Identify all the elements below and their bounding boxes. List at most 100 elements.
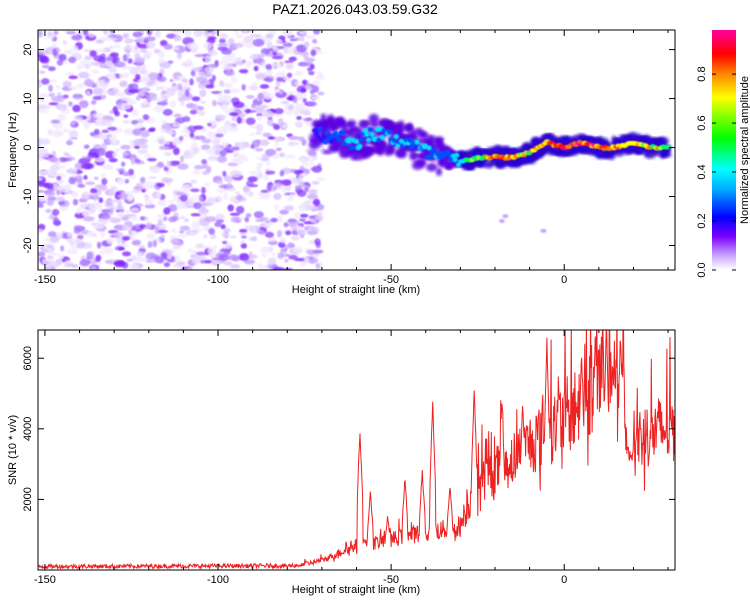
noise-blob — [121, 161, 126, 167]
signal-blob — [502, 214, 509, 219]
noise-blob — [96, 148, 106, 157]
noise-blob — [259, 217, 269, 221]
snr-x-label: Height of straight line (km) — [292, 584, 420, 596]
signal-core — [386, 129, 392, 135]
noise-blob — [74, 162, 85, 171]
noise-blob — [76, 83, 85, 89]
noise-blob — [270, 217, 278, 223]
noise-blob — [58, 200, 66, 206]
noise-blob — [133, 185, 144, 191]
noise-blob — [272, 185, 277, 191]
signal-core — [340, 130, 346, 136]
noise-blob — [240, 243, 248, 249]
noise-blob — [81, 162, 93, 170]
noise-blob — [156, 76, 167, 83]
spectrogram-x-label: Height of straight line (km) — [292, 284, 420, 296]
noise-blob — [100, 221, 109, 225]
noise-blob — [180, 194, 188, 202]
noise-blob — [309, 89, 315, 95]
noise-blob — [161, 90, 166, 95]
noise-blob — [284, 110, 294, 116]
noise-blob — [56, 113, 67, 122]
noise-blob — [168, 199, 174, 204]
noise-blob — [44, 35, 56, 40]
noise-blob — [292, 246, 304, 254]
noise-blob — [59, 206, 69, 212]
noise-blob — [255, 123, 264, 132]
noise-blob — [287, 136, 300, 140]
noise-blob — [92, 192, 99, 201]
noise-blob — [246, 180, 254, 187]
noise-blob — [40, 245, 51, 253]
noise-blob — [211, 74, 216, 82]
noise-blob — [146, 81, 153, 86]
noise-blob — [306, 249, 315, 255]
noise-blob — [198, 71, 207, 77]
noise-blob — [92, 95, 102, 101]
noise-blob — [163, 43, 173, 50]
noise-blob — [134, 124, 144, 129]
noise-blob — [249, 132, 256, 136]
noise-blob — [152, 240, 158, 248]
noise-blob — [194, 170, 201, 175]
noise-blob — [145, 50, 153, 57]
signal-core — [315, 134, 322, 140]
noise-blob — [245, 61, 252, 68]
spectrogram-y-ticks: -20 -10 0 10 20 — [22, 43, 675, 253]
noise-blob — [253, 65, 259, 72]
spectrogram-noise-region — [38, 30, 325, 270]
noise-blob — [95, 79, 106, 88]
noise-blob — [214, 149, 222, 156]
noise-blob — [177, 83, 183, 91]
noise-blob — [103, 30, 108, 35]
noise-blob — [195, 76, 208, 84]
noise-blob — [38, 70, 46, 74]
noise-blob — [266, 184, 272, 192]
signal-halo — [397, 120, 405, 129]
noise-blob — [163, 207, 171, 215]
noise-blob — [130, 157, 136, 166]
signal-core — [440, 154, 446, 160]
noise-blob — [48, 260, 59, 269]
noise-blob — [78, 71, 90, 79]
noise-blob — [173, 263, 185, 268]
noise-blob — [122, 171, 131, 177]
noise-blob — [255, 130, 262, 136]
noise-blob — [139, 69, 148, 75]
noise-blob — [104, 150, 116, 159]
noise-blob — [147, 240, 153, 248]
noise-blob — [151, 97, 157, 101]
noise-blob — [105, 121, 112, 127]
noise-blob — [68, 101, 73, 107]
noise-blob — [147, 72, 160, 81]
noise-blob — [311, 96, 321, 100]
noise-blob — [173, 113, 182, 118]
noise-blob — [50, 119, 61, 124]
noise-blob — [144, 36, 156, 42]
noise-blob — [219, 149, 227, 157]
noise-blob — [204, 182, 210, 187]
noise-blob — [79, 258, 91, 267]
noise-blob — [131, 234, 136, 242]
noise-blob — [215, 114, 227, 118]
noise-blob — [182, 84, 188, 91]
noise-blob — [52, 183, 58, 189]
noise-blob — [117, 210, 125, 219]
noise-blob — [162, 108, 173, 116]
noise-blob — [221, 48, 232, 55]
noise-blob — [42, 261, 50, 265]
noise-blob — [193, 125, 204, 130]
noise-blob — [177, 163, 189, 170]
noise-blob — [156, 182, 165, 188]
noise-blob — [207, 155, 218, 161]
noise-blob — [142, 75, 150, 83]
noise-blob — [190, 179, 198, 184]
noise-blob — [207, 36, 217, 40]
noise-blob — [126, 258, 133, 262]
noise-blob — [93, 176, 99, 180]
noise-blob — [191, 141, 198, 150]
noise-blob — [254, 147, 264, 152]
noise-blob — [276, 229, 282, 238]
noise-blob — [201, 159, 207, 165]
